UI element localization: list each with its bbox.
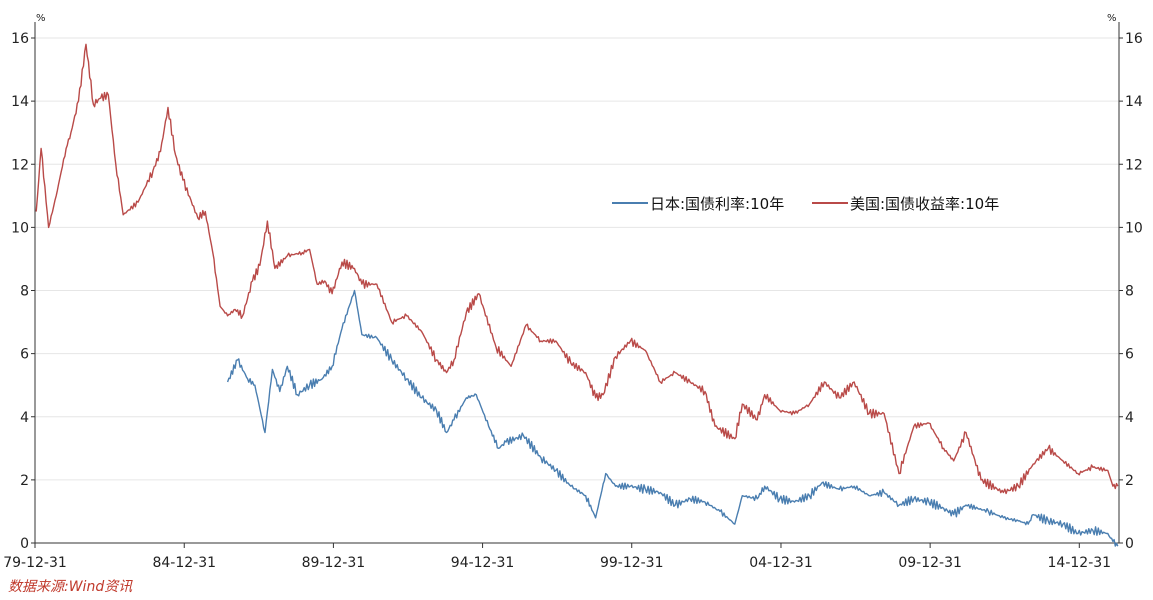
x-ticks: 79-12-31 84-12-31 89-12-31 94-12-31 99-12-31… xyxy=(3,543,1111,571)
y-ticks-right: 0 2 4 6 8 10 12 14 16 xyxy=(1119,31,1143,552)
y-tick-label-left: 12 xyxy=(11,157,29,173)
y-tick-label-left: 16 xyxy=(11,31,29,47)
y-tick-label-left: 4 xyxy=(20,410,29,426)
y-tick-label-left: 6 xyxy=(20,347,29,363)
y-tick-label-right: 0 xyxy=(1125,536,1134,552)
x-tick-label: 99-12-31 xyxy=(600,555,664,571)
legend: 日本:国债利率:10年 美国:国债收益率:10年 xyxy=(612,195,999,213)
y-ticks-left: 0 2 4 6 8 10 12 14 16 xyxy=(11,31,35,552)
y-tick-label-right: 12 xyxy=(1125,157,1143,173)
series-line-japan-10y xyxy=(226,289,1119,547)
x-tick-label: 79-12-31 xyxy=(3,555,67,571)
y-tick-label-right: 8 xyxy=(1125,284,1134,300)
right-unit-label: % xyxy=(1107,13,1117,24)
y-tick-label-right: 2 xyxy=(1125,473,1134,489)
x-tick-label: 14-12-31 xyxy=(1048,555,1112,571)
y-tick-label-right: 14 xyxy=(1125,94,1143,110)
x-tick-label: 04-12-31 xyxy=(749,555,813,571)
legend-label: 美国:国债收益率:10年 xyxy=(850,195,999,213)
y-tick-label-right: 16 xyxy=(1125,31,1143,47)
y-tick-label-left: 0 xyxy=(20,536,29,552)
y-tick-label-left: 14 xyxy=(11,94,29,110)
y-tick-label-right: 6 xyxy=(1125,347,1134,363)
left-unit-label: % xyxy=(36,13,46,24)
x-tick-label: 89-12-31 xyxy=(302,555,366,571)
y-tick-label-right: 10 xyxy=(1125,220,1143,236)
gridlines xyxy=(35,37,1119,481)
y-tick-label-left: 8 xyxy=(20,284,29,300)
y-tick-label-left: 2 xyxy=(20,473,29,489)
x-tick-label: 09-12-31 xyxy=(898,555,962,571)
source-note: 数据来源:Wind资讯 xyxy=(8,579,133,595)
x-tick-label: 84-12-31 xyxy=(152,555,216,571)
y-tick-label-right: 4 xyxy=(1125,410,1134,426)
axes xyxy=(34,22,1120,544)
series-group xyxy=(35,43,1119,547)
x-tick-label: 94-12-31 xyxy=(451,555,515,571)
series-line-us-10y xyxy=(35,43,1119,495)
y-tick-label-left: 10 xyxy=(11,220,29,236)
legend-label: 日本:国债利率:10年 xyxy=(650,195,784,213)
